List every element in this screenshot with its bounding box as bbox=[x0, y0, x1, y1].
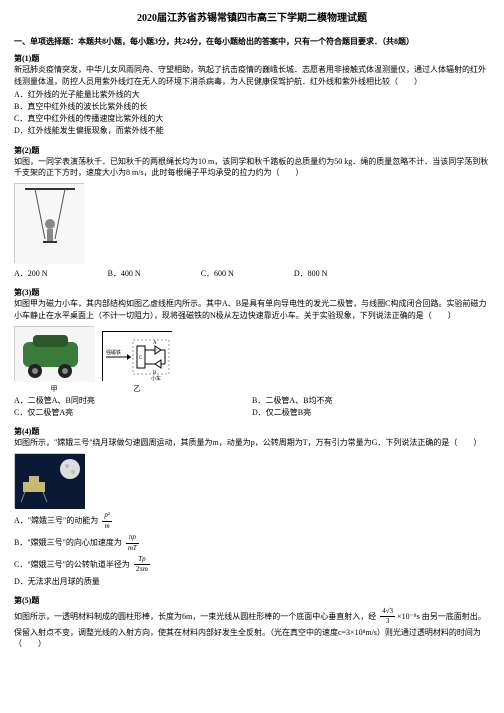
question-2: 第(2)题 如图，一同学表演荡秋千．已知秋千的两根绳长均为10 m，该同学和秋千… bbox=[14, 145, 490, 280]
page-title: 2020届江苏省苏锡常镇四市高三下学期二模物理试题 bbox=[14, 12, 490, 26]
q2-optB: B．400 N bbox=[108, 268, 141, 279]
car-image bbox=[14, 326, 94, 381]
q4-text: 如图所示，"嫦娥三号"绕月球做匀速圆周运动，其质量为m，动量为p，公转周期为T，… bbox=[14, 437, 490, 448]
q2-optD: D．800 N bbox=[294, 268, 328, 279]
q5-text-part1: 如图所示，一透明材料制成的圆柱形棒，长度为6m，一束光线从圆柱形棒的一个底面中心… bbox=[14, 607, 490, 650]
q2-text: 如图，一同学表演荡秋千．已知秋千的两根绳长均为10 m，该同学和秋千踏板的总质量… bbox=[14, 156, 490, 178]
q4-optA: A．"嫦娥三号"的动能为 p²m bbox=[14, 511, 490, 532]
q5-label: 第(5)题 bbox=[14, 595, 490, 606]
q4-optC: C．"嫦娥三号"的公转轨道半径为 Tp2πm bbox=[14, 555, 490, 576]
q4-options: A．"嫦娥三号"的动能为 p²m B．"嫦娥三号"的向心加速度为 πpmT C．… bbox=[14, 511, 490, 587]
question-5: 第(5)题 如图所示，一透明材料制成的圆柱形棒，长度为6m，一束光线从圆柱形棒的… bbox=[14, 595, 490, 649]
q1-optB: B．真空中红外线的波长比紫外线的长 bbox=[14, 101, 490, 112]
q1-optD: D．红外线能发生偏振现象，而紫外线不能 bbox=[14, 125, 490, 136]
q1-label: 第(1)题 bbox=[14, 53, 490, 64]
q1-options: A．红外线的光子能量比紫外线的大 B．真空中红外线的波长比紫外线的长 C．真空中… bbox=[14, 89, 490, 137]
question-3: 第(3)题 如图甲为磁力小车，其内部结构如图乙虚线框内所示。其中A、B是具有单向… bbox=[14, 287, 490, 418]
svg-text:A: A bbox=[153, 341, 157, 346]
q3-label: 第(3)题 bbox=[14, 287, 490, 298]
q2-optC: C．600 N bbox=[201, 268, 234, 279]
q3-optB: B．二极管A、B均不亮 bbox=[252, 395, 490, 406]
q1-optC: C．真空中红外线的传播速度比紫外线的大 bbox=[14, 113, 490, 124]
q2-label: 第(2)题 bbox=[14, 145, 490, 156]
q2-optA: A．200 N bbox=[14, 268, 48, 279]
swing-image bbox=[14, 183, 84, 263]
section-header: 一、单项选择题：本题共8小题，每小题3分，共24分，在每小题给出的答案中，只有一… bbox=[14, 36, 490, 47]
moon-image bbox=[14, 453, 84, 508]
q3-optD: D．仅二极管B亮 bbox=[252, 407, 490, 418]
q4-optD: D．无法求出月球的质量 bbox=[14, 576, 490, 587]
q3-text: 如图甲为磁力小车，其内部结构如图乙虚线框内所示。其中A、B是具有单向导电性的发光… bbox=[14, 298, 490, 320]
caption-car: 甲 bbox=[14, 385, 94, 395]
svg-text:小车: 小车 bbox=[151, 375, 161, 382]
q1-optA: A．红外线的光子能量比紫外线的大 bbox=[14, 89, 490, 100]
svg-text:强磁铁: 强磁铁 bbox=[106, 349, 121, 356]
caption-circuit: 乙 bbox=[98, 385, 176, 395]
q3-optC: C．仅二极管A亮 bbox=[14, 407, 252, 418]
q3-options: A．二极管A、B同时亮 B．二极管A、B均不亮 C．仅二极管A亮 D．仅二极管B… bbox=[14, 395, 490, 418]
q3-optA: A．二极管A、B同时亮 bbox=[14, 395, 252, 406]
q4-label: 第(4)题 bbox=[14, 426, 490, 437]
circuit-image: 强磁铁 C A B 小车 bbox=[102, 331, 172, 381]
q2-options: A．200 N B．400 N C．600 N D．800 N bbox=[14, 268, 490, 279]
question-4: 第(4)题 如图所示，"嫦娥三号"绕月球做匀速圆周运动，其质量为m，动量为p，公… bbox=[14, 426, 490, 587]
q4-optB: B．"嫦娥三号"的向心加速度为 πpmT bbox=[14, 533, 490, 554]
question-1: 第(1)题 新冠肺炎疫情突发，中华儿女风雨同舟、守望相助，筑起了抗击疫情的巍峨长… bbox=[14, 53, 490, 136]
q1-text: 新冠肺炎疫情突发，中华儿女风雨同舟、守望相助，筑起了抗击疫情的巍峨长城．志愿者用… bbox=[14, 64, 490, 86]
